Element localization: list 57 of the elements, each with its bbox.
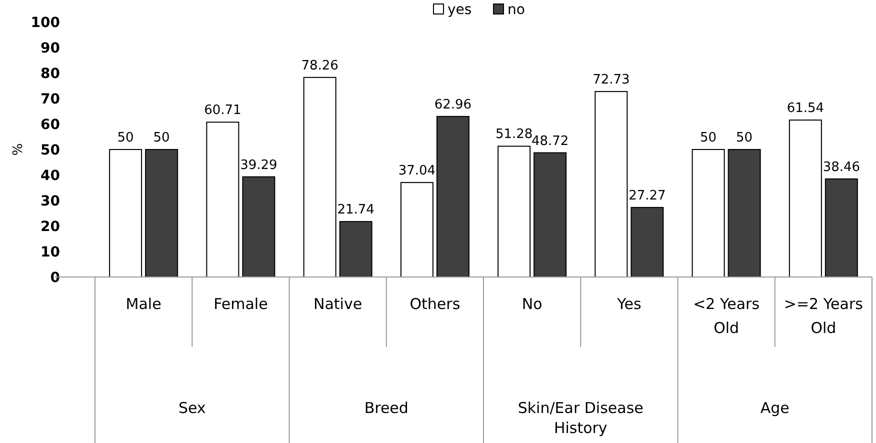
data-label: 50 — [153, 130, 170, 146]
bar — [242, 176, 276, 278]
bar — [109, 149, 142, 278]
data-label: 60.71 — [204, 103, 242, 118]
x-tick-label: Yes — [616, 295, 642, 313]
bar — [339, 221, 372, 278]
bar — [788, 120, 822, 278]
data-label: 38.46 — [822, 160, 860, 175]
bar — [534, 152, 567, 278]
bar — [400, 182, 434, 278]
y-tick-label: 40 — [40, 168, 60, 184]
y-tick-label: 10 — [40, 244, 60, 260]
bar — [145, 149, 178, 278]
text: Skin/Ear Disease History — [518, 399, 644, 437]
x-tick-label: Native — [314, 295, 362, 313]
data-label: 21.74 — [337, 202, 374, 218]
y-tick-label: 100 — [30, 15, 60, 31]
data-label: 78.26 — [301, 58, 338, 74]
data-label: 48.72 — [531, 134, 569, 149]
bar — [594, 91, 628, 278]
data-label: 27.27 — [628, 188, 666, 204]
bar — [206, 122, 240, 278]
x-tick-label: Others — [410, 295, 460, 313]
data-label: 50 — [117, 130, 134, 146]
data-label: 51.28 — [495, 127, 533, 142]
bar — [498, 146, 531, 278]
y-tick-label: 90 — [40, 40, 60, 56]
legend-label: no — [508, 2, 525, 18]
data-label: 72.73 — [592, 72, 630, 88]
x-tick-label: <2 Years Old — [693, 295, 760, 337]
text: Sex — [178, 399, 206, 417]
y-tick-label: 70 — [40, 92, 60, 108]
data-label: 50 — [700, 130, 717, 146]
data-label: 61.54 — [786, 101, 824, 116]
y-tick-label: 80 — [40, 66, 60, 82]
bar — [630, 206, 664, 278]
x-tick-label: No — [522, 295, 542, 313]
data-label: 62.96 — [434, 97, 472, 112]
bar — [728, 149, 761, 278]
data-label: 37.04 — [398, 164, 436, 179]
text: Breed — [364, 399, 408, 417]
bar — [824, 178, 858, 278]
x-tick-label: Female — [214, 295, 268, 313]
text: Age — [760, 399, 790, 417]
data-label: 39.29 — [240, 158, 278, 173]
y-tick-label: 30 — [40, 194, 60, 210]
bar — [436, 116, 470, 278]
bar — [692, 149, 725, 278]
y-tick-label: 60 — [40, 117, 60, 133]
data-label: 50 — [736, 130, 753, 146]
y-axis-title: % — [11, 143, 26, 156]
y-tick-label: 50 — [40, 142, 60, 158]
y-tick-label: 20 — [40, 219, 60, 235]
legend-label: yes — [448, 2, 472, 18]
bar — [303, 76, 336, 278]
x-tick-label: Male — [126, 295, 162, 313]
x-tick-label: >=2 Years Old — [784, 295, 864, 337]
